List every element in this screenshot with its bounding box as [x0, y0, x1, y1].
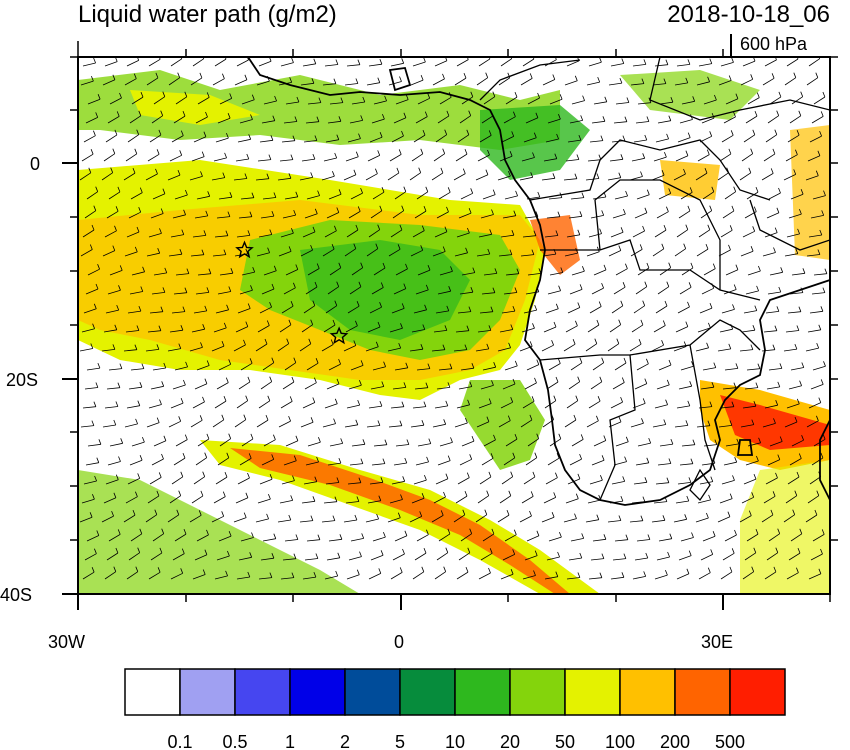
colorbar-box-6 [454, 668, 511, 716]
datetime-label: 2018-10-18_06 [667, 1, 830, 28]
colorbar-label-3: 2 [340, 732, 350, 750]
wind-barbs [79, 57, 828, 580]
colorbar-box-5 [399, 668, 456, 716]
map-title: Liquid water path (g/m2) [78, 1, 337, 28]
colorbar-box-2 [234, 668, 291, 716]
colorbar-box-1 [179, 668, 236, 716]
colorbar-label-0: 0.1 [167, 732, 192, 750]
colorbar-label-6: 20 [500, 732, 520, 750]
star-marker-north [235, 240, 254, 259]
colorbar-box-11 [729, 668, 786, 716]
level-divider [730, 34, 732, 58]
lon-label-30e: 30E [701, 632, 734, 652]
colorbar-label-2: 1 [285, 732, 295, 750]
star-marker-south [329, 326, 349, 345]
lat-label-40s: 40S [0, 585, 33, 605]
colorbar-label-10: 500 [715, 732, 745, 750]
country-borders [479, 57, 830, 502]
colorbar-box-8 [564, 668, 621, 716]
colorbar-label-8: 100 [605, 732, 635, 750]
station-markers [235, 240, 349, 345]
colorbar-label-5: 10 [445, 732, 465, 750]
axis-minor-ticks [70, 41, 838, 602]
lat-label-20s: 20S [6, 370, 39, 390]
lat-label-0: 0 [30, 154, 41, 174]
coastlines [247, 57, 830, 506]
pressure-level-label: 600 hPa [740, 34, 808, 54]
colorbar-box-9 [619, 668, 676, 716]
colorbar: 0.1 0.5 1 2 5 10 20 50 100 200 500 [124, 668, 786, 750]
colorbar-label-1: 0.5 [222, 732, 247, 750]
colorbar-label-9: 200 [660, 732, 690, 750]
colorbar-box-0 [124, 668, 181, 716]
lon-label-0: 0 [394, 632, 405, 652]
axis-ticks [62, 162, 724, 610]
colorbar-box-10 [674, 668, 731, 716]
liquid-water-field [78, 70, 830, 594]
colorbar-label-7: 50 [555, 732, 575, 750]
colorbar-box-3 [289, 668, 346, 716]
lon-label-30w: 30W [48, 632, 86, 652]
colorbar-box-7 [509, 668, 566, 716]
colorbar-label-4: 5 [395, 732, 405, 750]
colorbar-box-4 [344, 668, 401, 716]
